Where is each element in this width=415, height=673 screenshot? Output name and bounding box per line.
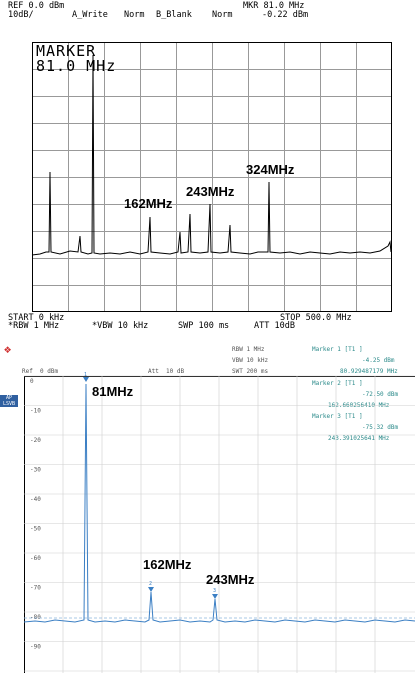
marker2-label: Marker 2 [T1 ] <box>312 380 363 387</box>
bottom-analyzer-panel: ❖ Ref 0 dBm Att 10 dB RBW 1 MHz VBW 10 k… <box>0 340 415 673</box>
badge-text: AP LSVB <box>2 395 16 407</box>
marker-3-id: 3 <box>213 588 216 594</box>
vbw-setting: *VBW 10 kHz <box>92 321 149 331</box>
marker-value: 81.0 MHz <box>36 57 117 75</box>
trace-a-mode: A_Write <box>72 10 108 20</box>
y-tick-label: -80 <box>30 614 41 621</box>
marker-readout: MKR 81.0 MHz <box>243 1 305 11</box>
instrument-logo-icon: ❖ <box>4 342 12 356</box>
y-tick-label: -70 <box>30 585 41 592</box>
y-tick-label: -20 <box>30 437 41 444</box>
marker-level: -0.22 dBm <box>262 10 309 20</box>
trace-a-norm: Norm <box>124 10 145 20</box>
annotation-243mhz-bottom: 243MHz <box>206 572 255 587</box>
ref-level: REF 0.0 dBm <box>8 1 65 11</box>
vbw-bottom: VBW 10 kHz <box>232 357 269 364</box>
marker-3-triangle-icon <box>212 594 218 599</box>
annotation-162mhz-bottom: 162MHz <box>143 557 192 572</box>
start-frequency: START 0 kHz <box>8 313 65 323</box>
annotation-324mhz-top: 324MHz <box>246 162 295 177</box>
y-tick-label: -40 <box>30 496 41 503</box>
marker2-level: -72.50 dBm <box>362 391 399 398</box>
marker1-label: Marker 1 [T1 ] <box>312 346 363 353</box>
marker-2-symbol: 2 <box>148 581 154 592</box>
marker-1-triangle-icon <box>83 377 89 382</box>
marker3-freq: 243.391025641 MHz <box>328 435 390 442</box>
trace-b-norm: Norm <box>212 10 233 20</box>
marker1-freq: 80.929487179 MHz <box>340 368 398 375</box>
y-tick-label: -30 <box>30 467 41 474</box>
attenuation: ATT 10dB <box>254 321 295 331</box>
spectrum-grid-bottom <box>24 376 415 673</box>
annotation-162mhz-top: 162MHz <box>124 196 173 211</box>
att-bottom: Att 10 dB <box>148 368 185 375</box>
y-tick-label: -60 <box>30 555 41 562</box>
annotation-243mhz-top: 243MHz <box>186 184 235 199</box>
y-tick-label: -90 <box>30 644 41 651</box>
marker3-level: -75.32 dBm <box>362 424 399 431</box>
marker-1-id: 1 <box>84 372 87 378</box>
ap-lsvb-badge: AP LSVB <box>0 395 18 407</box>
sweep-time: SWP 100 ms <box>178 321 230 331</box>
marker-box: MARKER 81.0 MHz <box>36 44 116 74</box>
stop-frequency: STOP 500.0 MHz <box>280 313 352 323</box>
rbw-bottom: RBW 1 MHz <box>232 346 265 353</box>
swt-bottom: SWT 200 ms <box>232 368 269 375</box>
spectrum-trace-bottom <box>23 383 415 623</box>
marker1-level: -4.25 dBm <box>362 357 395 364</box>
bottom-trace-layer: 0-10-20-30-40-50-60-70-80-90-100 1 2 3 8… <box>23 372 415 673</box>
grid-lines <box>24 375 415 673</box>
trace-b-mode: B_Blank <box>156 10 192 20</box>
y-tick-label: -10 <box>30 408 41 415</box>
y-axis-labels: 0-10-20-30-40-50-60-70-80-90-100 <box>30 378 41 651</box>
top-trace-layer: 162MHz 243MHz 324MHz <box>31 54 392 256</box>
marker3-label: Marker 3 [T1 ] <box>312 413 363 420</box>
y-tick-label: -50 <box>30 526 41 533</box>
marker-3-symbol: 3 <box>212 588 218 599</box>
marker-title: MARKER <box>36 42 97 60</box>
marker-1-symbol: 1 <box>83 372 89 382</box>
scale-label: 10dB/ <box>8 10 34 20</box>
top-analyzer-panel: REF 0.0 dBm 10dB/ A_Write Norm B_Blank N… <box>8 1 392 331</box>
annotation-81mhz: 81MHz <box>92 384 134 399</box>
ref-level-bottom: Ref 0 dBm <box>22 368 59 375</box>
y-tick-label: 0 <box>30 378 34 385</box>
rbw-setting: *RBW 1 MHz <box>8 321 60 331</box>
spectrum-trace-top <box>31 54 392 256</box>
marker-2-id: 2 <box>149 581 152 587</box>
marker-2-triangle-icon <box>148 587 154 592</box>
